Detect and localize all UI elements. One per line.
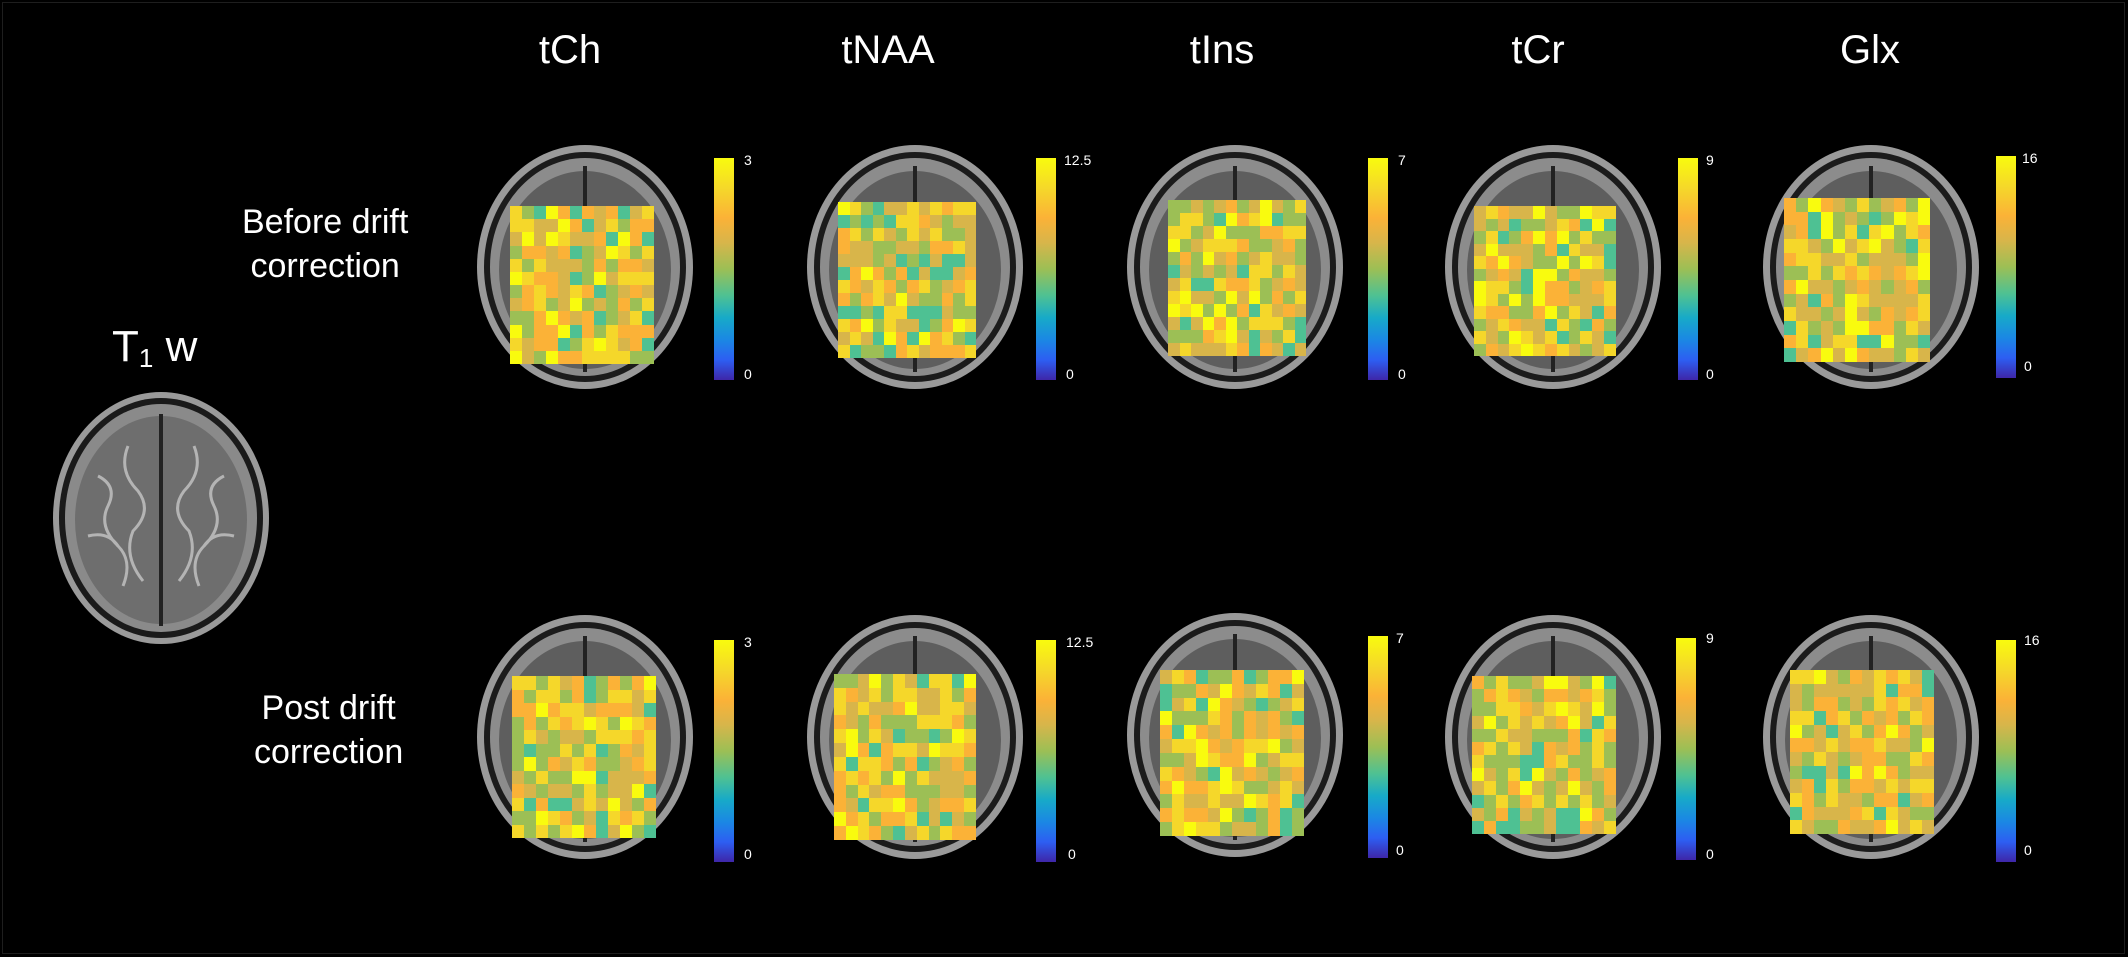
column-title-glx: Glx: [1840, 28, 1900, 72]
colorbar-max-tnaa-post: 12.5: [1066, 634, 1094, 650]
colorbar-min-tcr-post: 0: [1706, 846, 1714, 862]
metabolite-map-tnaa-before: [838, 202, 976, 358]
row-label-before-line2: correction: [250, 247, 400, 285]
colorbar-tnaa-post: [1036, 640, 1056, 862]
t1w-label: T1 w: [112, 322, 197, 374]
colorbar-min-tcr-before: 0: [1706, 366, 1714, 382]
metabolite-map-tcr-before: [1474, 206, 1616, 356]
colorbar-tins-post: [1368, 636, 1388, 858]
metabolite-map-tins-post: [1160, 670, 1304, 836]
colorbar-min-tch-before: 0: [744, 366, 752, 382]
colorbar-max-tch-post: 3: [744, 634, 752, 650]
colorbar-max-glx-before: 16: [2022, 150, 2038, 166]
row-label-before: Before drift correction: [242, 200, 408, 288]
colorbar-tch-before: [714, 158, 734, 380]
colorbar-max-tcr-post: 9: [1706, 630, 1714, 646]
colorbar-min-tnaa-post: 0: [1068, 846, 1076, 862]
colorbar-max-tch-before: 3: [744, 152, 752, 168]
metabolite-map-tnaa-post: [834, 674, 976, 840]
column-title-tcr: tCr: [1511, 28, 1565, 72]
colorbar-max-tins-post: 7: [1396, 630, 1404, 646]
column-title-tnaa: tNAA: [841, 28, 935, 72]
t1-letter: T: [112, 322, 139, 371]
colorbar-tnaa-before: [1036, 158, 1056, 380]
row-label-post-line2: correction: [254, 733, 404, 771]
colorbar-min-glx-before: 0: [2024, 358, 2032, 374]
colorbar-min-tins-before: 0: [1398, 366, 1406, 382]
metabolite-map-glx-post: [1790, 670, 1934, 834]
colorbar-tins-before: [1368, 158, 1388, 380]
t1-subscript: 1: [138, 343, 154, 373]
metabolite-map-tins-before: [1168, 200, 1306, 356]
row-label-post-line1: Post drift: [261, 689, 396, 727]
colorbar-min-glx-post: 0: [2024, 842, 2032, 858]
column-title-tch: tCh: [538, 28, 602, 72]
colorbar-max-tcr-before: 9: [1706, 152, 1714, 168]
colorbar-max-glx-post: 16: [2024, 632, 2040, 648]
metabolite-map-tch-before: [510, 206, 654, 364]
colorbar-min-tch-post: 0: [744, 846, 752, 862]
metabolite-map-tcr-post: [1472, 676, 1616, 834]
colorbar-glx-before: [1996, 156, 2016, 378]
metabolite-map-tch-post: [512, 676, 656, 838]
colorbar-tcr-before: [1678, 158, 1698, 380]
metabolite-map-glx-before: [1784, 198, 1930, 362]
colorbar-tcr-post: [1676, 638, 1696, 860]
colorbar-tch-post: [714, 640, 734, 862]
colorbar-glx-post: [1996, 640, 2016, 862]
colorbar-min-tins-post: 0: [1396, 842, 1404, 858]
colorbar-min-tnaa-before: 0: [1066, 366, 1074, 382]
row-label-post: Post drift correction: [254, 686, 403, 774]
t1-suffix: w: [165, 322, 198, 371]
colorbar-max-tnaa-before: 12.5: [1064, 152, 1092, 168]
colorbar-max-tins-before: 7: [1398, 152, 1406, 168]
column-title-tins: tIns: [1189, 28, 1255, 72]
row-label-before-line1: Before drift: [242, 203, 409, 241]
t1w-brain-image: [53, 392, 269, 644]
